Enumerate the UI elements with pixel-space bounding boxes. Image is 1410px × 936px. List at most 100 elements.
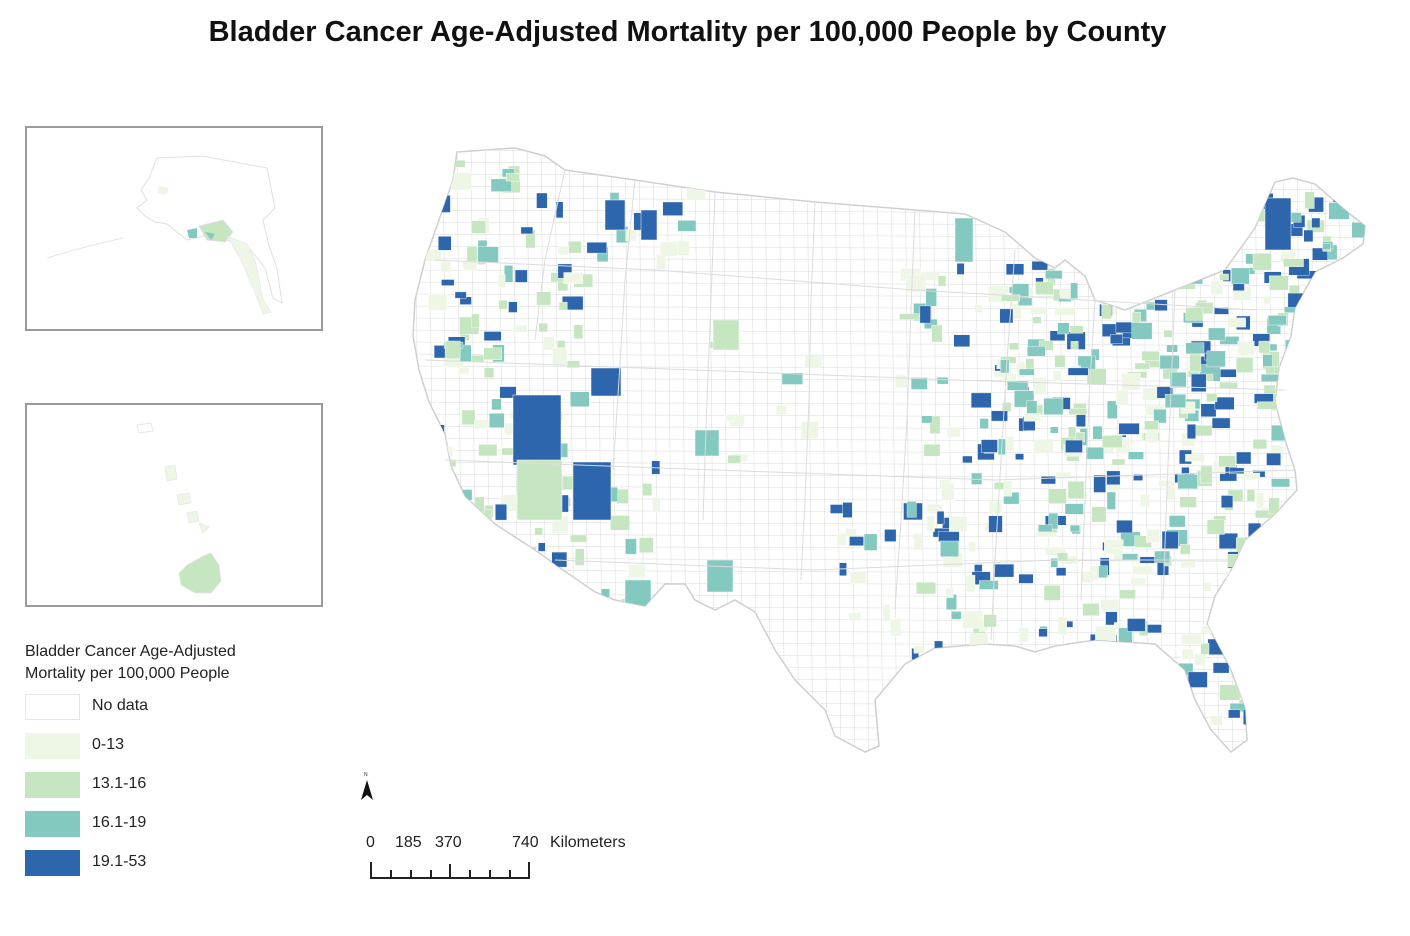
county-region — [1187, 671, 1208, 688]
county-region — [1027, 345, 1046, 357]
county-region — [1289, 386, 1306, 405]
county-region — [1252, 439, 1268, 450]
county-region — [1009, 342, 1020, 350]
county-region — [483, 347, 502, 360]
county-region — [1145, 429, 1159, 443]
county-region — [474, 419, 489, 429]
county-region — [1106, 276, 1128, 294]
county-region — [923, 444, 941, 457]
county-region — [1068, 408, 1088, 415]
county-region — [1183, 730, 1192, 742]
county-region — [1203, 254, 1220, 270]
county-region — [1265, 366, 1287, 375]
county-region — [1218, 455, 1237, 468]
county-region — [884, 529, 897, 542]
county-region — [1082, 603, 1100, 616]
county-region — [1180, 559, 1196, 568]
county-region — [974, 304, 983, 314]
county-region — [461, 409, 476, 425]
county-region — [662, 201, 683, 216]
county-region — [1283, 258, 1304, 267]
county-region — [1050, 558, 1059, 568]
county-region — [570, 534, 588, 543]
county-region — [937, 275, 947, 287]
county-region — [926, 504, 943, 513]
county-region — [1174, 272, 1196, 290]
county-region — [454, 291, 467, 299]
county-region — [1038, 340, 1054, 351]
county-region — [507, 544, 527, 562]
county-region — [1212, 662, 1230, 674]
county-region — [1166, 485, 1176, 501]
county-region — [1169, 515, 1186, 528]
county-region — [913, 645, 926, 654]
county-region — [437, 176, 448, 187]
county-region — [1106, 470, 1121, 485]
county-region — [956, 263, 965, 275]
county-region — [1228, 709, 1241, 719]
county-region — [1206, 519, 1225, 535]
county-region — [1231, 623, 1250, 631]
county-region — [1351, 222, 1365, 239]
county-region — [505, 173, 520, 182]
county-region — [1266, 452, 1281, 466]
county-region — [1153, 409, 1167, 424]
county-region — [1177, 474, 1198, 490]
county-region — [1107, 400, 1118, 419]
county-region — [1271, 424, 1292, 441]
county-region — [444, 340, 461, 359]
county-region — [1231, 267, 1250, 285]
county-region — [1311, 217, 1321, 228]
county-region — [1118, 423, 1140, 435]
county-region — [520, 226, 534, 235]
county-region — [1006, 436, 1015, 451]
county-region — [1262, 354, 1273, 367]
county-region — [1303, 229, 1314, 243]
alaska-inset — [25, 126, 323, 331]
county-region — [1269, 275, 1289, 291]
county-region — [1308, 368, 1323, 379]
county-region — [1069, 524, 1080, 533]
county-region — [1194, 425, 1213, 437]
county-region — [426, 424, 439, 437]
county-region — [1093, 474, 1106, 493]
county-region — [574, 548, 585, 566]
county-region — [610, 515, 630, 531]
county-region — [659, 241, 678, 257]
county-region — [1113, 548, 1123, 561]
county-region — [962, 610, 983, 629]
county-region — [1033, 438, 1054, 454]
county-region — [1214, 396, 1235, 410]
county-region — [432, 438, 447, 451]
county-region — [1118, 286, 1129, 303]
county-region — [800, 421, 819, 439]
legend-title-line1: Bladder Cancer Age-Adjusted — [25, 643, 236, 660]
county-region — [936, 511, 945, 525]
county-region — [1253, 561, 1263, 579]
county-region — [471, 313, 480, 328]
county-region — [1180, 544, 1191, 555]
county-region — [1044, 547, 1067, 556]
legend-swatch — [25, 733, 80, 759]
county-region — [1134, 362, 1151, 370]
county-region — [1179, 496, 1197, 508]
scale-tick-185: 185 — [395, 834, 422, 851]
county-region — [727, 455, 742, 464]
county-region — [1144, 420, 1159, 431]
county-region — [1292, 414, 1302, 431]
county-region — [945, 588, 954, 598]
county-region — [1110, 334, 1123, 344]
county-region — [863, 533, 878, 551]
county-region — [1085, 447, 1104, 460]
county-region — [1048, 488, 1067, 504]
county-region — [1298, 392, 1317, 401]
county-region — [1030, 307, 1048, 315]
county-region — [1219, 381, 1238, 389]
legend-title-line2: Mortality per 100,000 People — [25, 665, 230, 682]
county-region — [1043, 585, 1061, 601]
county-region — [478, 444, 498, 457]
county-region — [1057, 616, 1067, 635]
county-region — [804, 353, 822, 369]
county-region — [1018, 573, 1034, 584]
county-region — [1227, 317, 1246, 328]
